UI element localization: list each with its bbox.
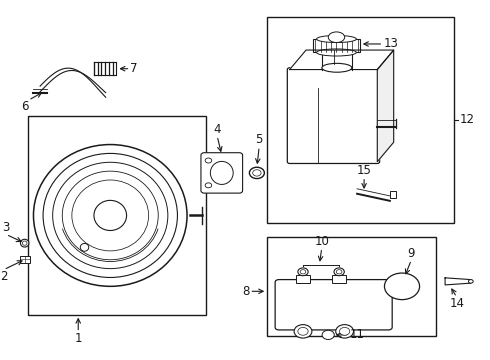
Ellipse shape xyxy=(322,63,352,72)
Text: 15: 15 xyxy=(357,164,371,177)
Polygon shape xyxy=(445,278,471,285)
Circle shape xyxy=(205,158,212,163)
Bar xyxy=(295,275,310,283)
Polygon shape xyxy=(290,50,393,69)
Ellipse shape xyxy=(336,270,342,274)
Polygon shape xyxy=(377,50,393,162)
Text: 11: 11 xyxy=(349,328,364,341)
Bar xyxy=(313,39,360,53)
Bar xyxy=(332,275,346,283)
Bar xyxy=(267,17,454,222)
Ellipse shape xyxy=(340,328,350,335)
Bar xyxy=(390,191,396,198)
Ellipse shape xyxy=(300,270,306,274)
Ellipse shape xyxy=(334,268,344,276)
Ellipse shape xyxy=(21,239,29,247)
Text: 9: 9 xyxy=(408,247,415,260)
Circle shape xyxy=(322,330,334,339)
Text: 7: 7 xyxy=(130,62,138,75)
Text: 12: 12 xyxy=(460,113,475,126)
Ellipse shape xyxy=(385,273,419,300)
FancyBboxPatch shape xyxy=(201,153,243,193)
Ellipse shape xyxy=(298,328,308,335)
Ellipse shape xyxy=(317,35,356,42)
Ellipse shape xyxy=(468,280,473,283)
Text: 8: 8 xyxy=(242,285,249,298)
Text: 13: 13 xyxy=(383,37,398,50)
Text: 6: 6 xyxy=(21,100,28,113)
Bar xyxy=(267,237,436,336)
Ellipse shape xyxy=(294,325,312,338)
Ellipse shape xyxy=(317,49,356,56)
Text: 10: 10 xyxy=(314,235,329,248)
Ellipse shape xyxy=(298,268,308,276)
Text: 14: 14 xyxy=(449,297,465,310)
Ellipse shape xyxy=(23,241,27,245)
Text: 1: 1 xyxy=(74,332,82,345)
Text: 5: 5 xyxy=(256,133,263,146)
Ellipse shape xyxy=(249,167,265,179)
Circle shape xyxy=(205,183,212,188)
Ellipse shape xyxy=(253,170,261,176)
Text: 2: 2 xyxy=(0,270,7,283)
Text: 4: 4 xyxy=(213,123,221,136)
Bar xyxy=(20,256,30,263)
Ellipse shape xyxy=(210,161,233,184)
Ellipse shape xyxy=(328,32,344,42)
Bar xyxy=(28,116,206,315)
Ellipse shape xyxy=(336,325,353,338)
Text: 3: 3 xyxy=(2,221,10,234)
